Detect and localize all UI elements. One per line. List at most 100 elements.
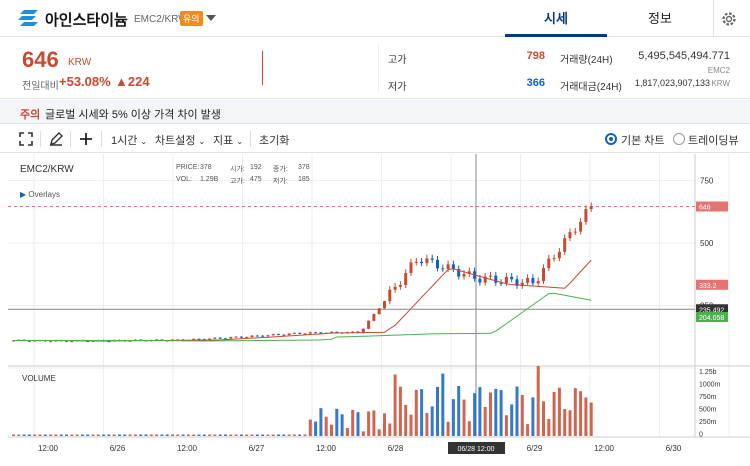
volume-bar — [547, 418, 551, 436]
tradingview-label[interactable]: 트레이딩뷰 — [688, 135, 739, 147]
volume-bar — [473, 393, 477, 436]
x-tick-label: 12:00 — [594, 444, 615, 453]
volume-bar — [234, 434, 238, 436]
candle — [510, 276, 514, 280]
volume-bar — [197, 434, 201, 436]
interval-select[interactable]: 1시간 ⌄ — [111, 132, 147, 148]
amount-unit: KRW — [711, 79, 730, 88]
chart-ticker: EMC2/KRW — [20, 164, 74, 175]
volume-bar — [467, 421, 471, 436]
candle — [335, 331, 339, 333]
candle — [483, 276, 487, 283]
candle — [478, 278, 482, 283]
volume-bar — [139, 434, 143, 436]
crosshair-icon[interactable] — [78, 131, 94, 147]
candlestick-chart[interactable]: 750500250646333.2235.492204.0581.25b1000… — [8, 154, 750, 466]
notice-text: 글로벌 시세와 5% 이상 가격 차이 발생 — [45, 109, 221, 121]
candle — [526, 277, 530, 283]
candle — [398, 284, 402, 287]
price-tag-ma2 — [696, 312, 728, 322]
pencil-icon[interactable] — [48, 131, 64, 147]
candle — [489, 275, 492, 277]
candle — [361, 328, 365, 333]
volume-bar — [144, 434, 148, 436]
divider — [378, 43, 379, 93]
tab-info[interactable]: 정보 — [648, 11, 672, 26]
volume-bar — [330, 424, 333, 436]
volume-bar — [186, 434, 190, 436]
chevron-down-icon[interactable] — [206, 15, 216, 21]
volume-bar — [27, 434, 31, 436]
price-tick-label: 750 — [700, 177, 714, 186]
x-tick-label: 6/28 — [388, 444, 404, 453]
chart-settings-menu[interactable]: 차트설정 ⌄ — [155, 132, 205, 148]
candle — [70, 341, 74, 343]
volume-bar — [557, 387, 561, 436]
volume-bar — [579, 391, 583, 436]
overlays-toggle[interactable]: ▶ Overlays — [20, 190, 60, 199]
candle — [563, 238, 567, 252]
price-chart[interactable]: 750500250646333.2235.492204.0581.25b1000… — [8, 154, 750, 466]
candle — [520, 282, 524, 286]
x-tick-label: 12:00 — [316, 444, 337, 453]
candle — [457, 269, 461, 277]
volume-bar — [266, 434, 270, 436]
price-tag-last — [696, 201, 728, 212]
candle — [542, 268, 545, 282]
candle — [504, 276, 508, 284]
volume-bar — [22, 434, 26, 436]
volume-bar — [414, 389, 418, 436]
volume-bar — [133, 434, 137, 436]
candle — [308, 332, 312, 334]
volume-tick-label: 1.25b — [699, 369, 717, 376]
low-value: 366 — [526, 77, 545, 89]
candle — [303, 333, 307, 335]
volume-bar — [563, 409, 567, 436]
stat-high-value: 475 — [250, 176, 262, 183]
tradingview-radio[interactable] — [673, 133, 685, 145]
volume-bar — [282, 434, 286, 436]
price-summary: 646 KRW 전일대비 +53.08% ▲224 고가 798 저가 366 … — [0, 37, 750, 99]
basic-chart-radio[interactable] — [605, 133, 617, 145]
volume-tick-label: 1000m — [699, 382, 721, 389]
candle — [547, 258, 551, 269]
stat-close-label: 종가: — [273, 166, 288, 173]
volume-bar — [499, 390, 503, 436]
volume-bar — [160, 434, 164, 436]
stat-open-label: 시가: — [230, 166, 245, 173]
volume-bar — [165, 434, 169, 436]
candle — [579, 221, 583, 232]
volume-bar — [441, 373, 445, 436]
chart-toolbar: 1시간 ⌄ 차트설정 ⌄ 지표 ⌄ 초기화 기본 차트 트레이딩뷰 — [0, 125, 750, 153]
volume-bar — [351, 409, 355, 436]
volume-bar — [155, 434, 159, 436]
volume-bar — [489, 392, 492, 436]
candle — [409, 262, 413, 274]
candle — [462, 274, 466, 277]
divider — [101, 131, 102, 147]
indicators-menu[interactable]: 지표 ⌄ — [213, 132, 243, 148]
stat-low-value: 185 — [298, 176, 310, 183]
volume-bar — [478, 387, 482, 436]
gear-icon[interactable] — [720, 10, 738, 28]
candle — [531, 277, 535, 284]
volume-bar — [314, 421, 318, 436]
candle — [430, 258, 434, 260]
volume-bar — [202, 434, 206, 436]
indicators-label: 지표 — [213, 135, 234, 147]
basic-chart-label[interactable]: 기본 차트 — [621, 135, 665, 147]
candle — [287, 333, 291, 335]
volume-bar — [171, 434, 174, 436]
candle — [319, 332, 323, 334]
volume-bar — [457, 386, 461, 436]
volume-bar — [409, 414, 413, 436]
x-tick-label: 12:00 — [177, 444, 198, 453]
fullscreen-icon[interactable] — [18, 131, 34, 147]
volume-bar — [271, 434, 275, 436]
volume-bar — [277, 434, 280, 436]
volume-bar — [245, 434, 249, 436]
tab-price[interactable]: 시세 — [505, 0, 607, 37]
reset-button[interactable]: 초기화 — [259, 135, 290, 147]
price-tag-label-last: 646 — [699, 205, 711, 212]
price-unit: KRW — [68, 57, 92, 68]
